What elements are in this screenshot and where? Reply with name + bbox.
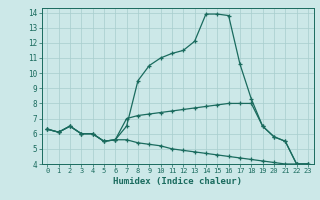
X-axis label: Humidex (Indice chaleur): Humidex (Indice chaleur): [113, 177, 242, 186]
